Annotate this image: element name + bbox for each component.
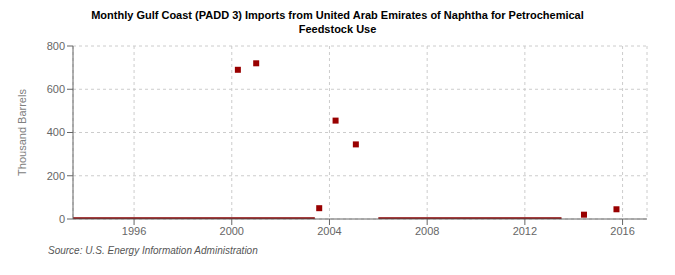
- html-text:Monthly Gulf Coast (PADD 3) Im: Monthly Gulf Coast (PADD 3) Imports from…: [91, 9, 584, 35]
- svg-text:400: 400: [47, 126, 65, 138]
- svg-text:1996: 1996: [122, 225, 146, 237]
- svg-text:2016: 2016: [610, 225, 634, 237]
- svg-text:800: 800: [47, 40, 65, 52]
- svg-text:600: 600: [47, 83, 65, 95]
- svg-text:Thousand Barrels: Thousand Barrels: [16, 89, 28, 176]
- svg-text:2012: 2012: [513, 225, 537, 237]
- svg-text:0: 0: [59, 213, 65, 225]
- svg-text:200: 200: [47, 170, 65, 182]
- svg-text:2000: 2000: [220, 225, 244, 237]
- svg-text:2008: 2008: [415, 225, 439, 237]
- html-text:Source: U.S. Energy Informatio: Source: U.S. Energy Information Administ…: [48, 245, 258, 256]
- svg-text:2004: 2004: [317, 225, 341, 237]
